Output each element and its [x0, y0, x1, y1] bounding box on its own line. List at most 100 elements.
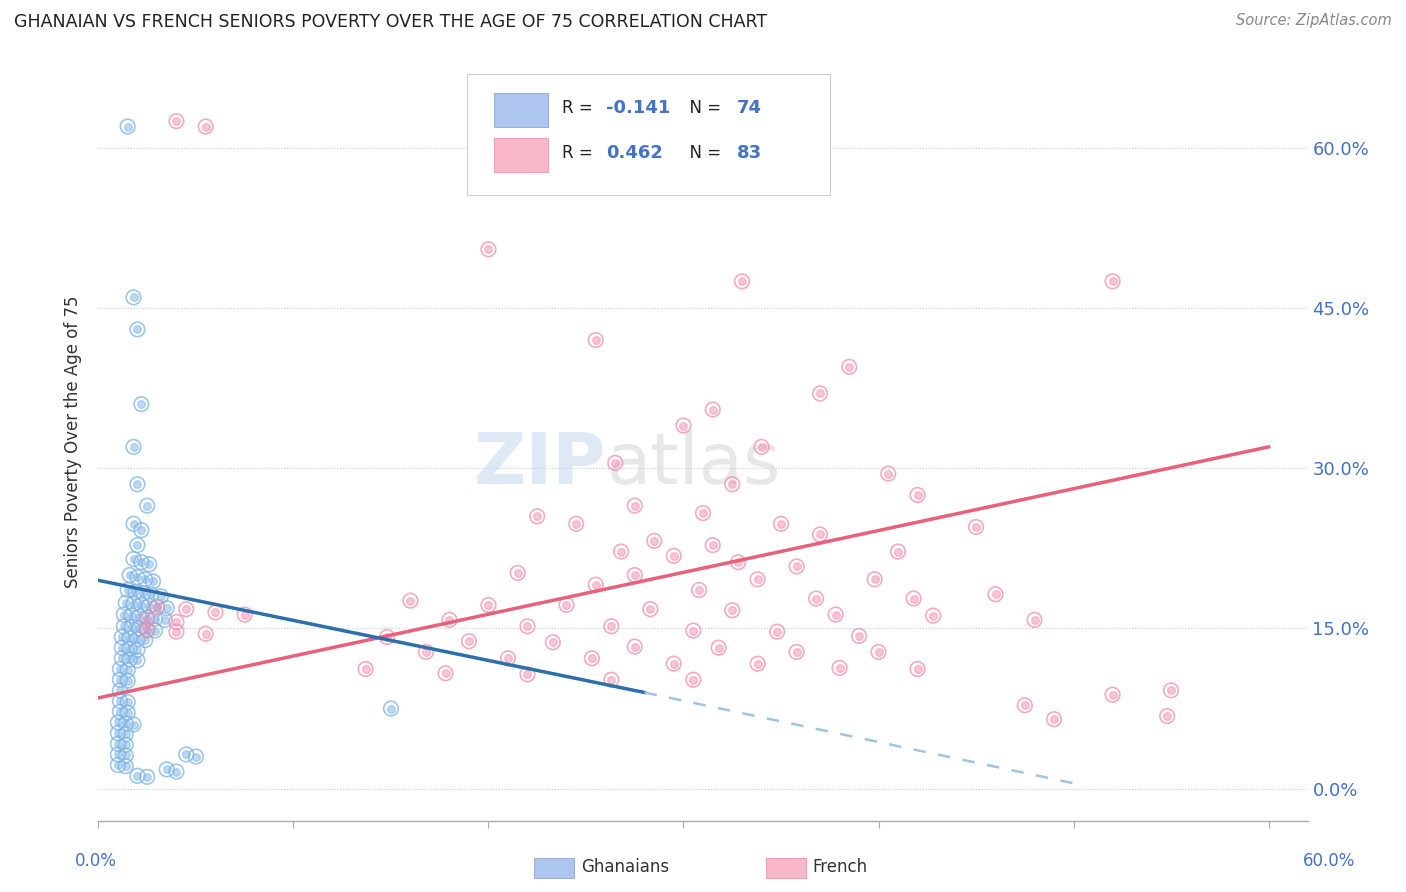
Point	[662, 178, 685, 193]
Point	[117, 120, 139, 134]
Point	[600, 673, 623, 687]
Point	[136, 613, 159, 627]
Point	[682, 624, 704, 638]
Point	[581, 651, 603, 665]
Point	[108, 673, 131, 687]
Point	[112, 607, 135, 622]
Point	[516, 619, 538, 633]
Point	[863, 572, 886, 586]
Point	[107, 726, 129, 740]
Point	[114, 748, 136, 763]
Point	[565, 516, 588, 531]
Point	[118, 641, 141, 656]
Point	[692, 506, 714, 520]
Point	[117, 695, 139, 709]
Point	[640, 602, 662, 616]
Point	[786, 559, 808, 574]
Point	[828, 661, 851, 675]
Point	[107, 715, 129, 730]
Point	[127, 570, 149, 584]
Point	[747, 572, 769, 586]
Point	[108, 705, 131, 719]
Point	[682, 624, 704, 638]
Point	[111, 640, 134, 655]
Point	[863, 572, 886, 586]
Point	[143, 624, 166, 638]
Point	[605, 456, 627, 470]
Point	[108, 662, 131, 676]
Point	[662, 178, 685, 193]
Point	[131, 598, 153, 612]
Point	[786, 559, 808, 574]
Point	[877, 467, 900, 481]
Point	[1101, 274, 1123, 288]
Point	[136, 611, 159, 625]
Point	[107, 737, 129, 751]
Point	[127, 570, 149, 584]
Point	[1014, 698, 1036, 713]
Point	[118, 568, 141, 582]
Text: ZIP: ZIP	[474, 430, 606, 499]
Point	[477, 243, 499, 257]
Point	[692, 506, 714, 520]
Point	[1156, 709, 1178, 723]
Point	[766, 624, 789, 639]
Point	[526, 509, 548, 524]
Point	[707, 640, 730, 655]
Point	[965, 520, 987, 534]
Point	[165, 114, 187, 128]
Point	[165, 764, 187, 779]
Point	[114, 738, 136, 752]
Point	[506, 566, 529, 580]
Point	[721, 477, 744, 491]
Point	[121, 620, 143, 634]
Point	[233, 607, 256, 622]
Point	[117, 663, 139, 677]
Point	[156, 601, 179, 615]
Point	[117, 120, 139, 134]
Point	[747, 657, 769, 671]
Point	[111, 640, 134, 655]
Point	[156, 763, 179, 777]
Point	[1024, 613, 1046, 627]
Point	[146, 600, 169, 615]
Point	[156, 601, 179, 615]
Point	[114, 727, 136, 741]
Point	[122, 717, 145, 731]
Point	[127, 477, 149, 491]
Point	[721, 603, 744, 617]
Point	[107, 758, 129, 772]
Point	[380, 701, 402, 715]
FancyBboxPatch shape	[467, 74, 830, 195]
Point	[727, 555, 749, 569]
Point	[111, 630, 134, 644]
Point	[786, 645, 808, 659]
Point	[111, 651, 134, 665]
Point	[127, 653, 149, 667]
Point	[165, 624, 187, 639]
Point	[108, 683, 131, 698]
Point	[496, 651, 519, 665]
Point	[165, 764, 187, 779]
Point	[434, 666, 457, 681]
Point	[662, 657, 685, 671]
Point	[117, 582, 139, 597]
Point	[477, 598, 499, 612]
Point	[623, 640, 645, 654]
Point	[131, 555, 153, 569]
Point	[610, 544, 633, 558]
Point	[354, 662, 377, 676]
Point	[623, 499, 645, 513]
Point	[143, 624, 166, 638]
Point	[415, 645, 437, 659]
Text: 0.0%: 0.0%	[75, 852, 117, 870]
Point	[128, 609, 150, 624]
Text: GHANAIAN VS FRENCH SENIORS POVERTY OVER THE AGE OF 75 CORRELATION CHART: GHANAIAN VS FRENCH SENIORS POVERTY OVER …	[14, 13, 768, 31]
Point	[138, 558, 160, 572]
Point	[128, 622, 150, 636]
Point	[107, 726, 129, 740]
Point	[581, 651, 603, 665]
Text: N =: N =	[679, 145, 725, 162]
Point	[824, 607, 846, 622]
Point	[662, 549, 685, 563]
